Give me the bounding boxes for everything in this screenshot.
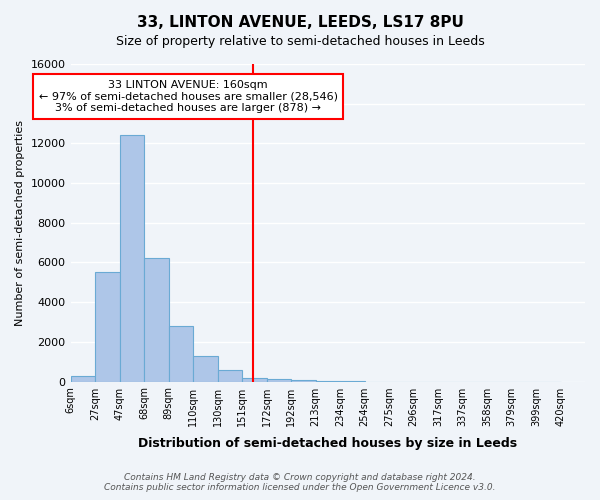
Bar xyxy=(242,378,266,382)
Bar xyxy=(266,378,291,382)
Text: Size of property relative to semi-detached houses in Leeds: Size of property relative to semi-detach… xyxy=(116,35,484,48)
Bar xyxy=(95,272,119,382)
Bar xyxy=(193,356,218,382)
Bar xyxy=(291,380,316,382)
Bar xyxy=(144,258,169,382)
Text: 33, LINTON AVENUE, LEEDS, LS17 8PU: 33, LINTON AVENUE, LEEDS, LS17 8PU xyxy=(137,15,463,30)
Bar xyxy=(218,370,242,382)
Text: 33 LINTON AVENUE: 160sqm
← 97% of semi-detached houses are smaller (28,546)
3% o: 33 LINTON AVENUE: 160sqm ← 97% of semi-d… xyxy=(38,80,338,113)
Y-axis label: Number of semi-detached properties: Number of semi-detached properties xyxy=(15,120,25,326)
Bar xyxy=(316,380,340,382)
Bar xyxy=(169,326,193,382)
Bar xyxy=(119,136,144,382)
Bar xyxy=(71,376,95,382)
X-axis label: Distribution of semi-detached houses by size in Leeds: Distribution of semi-detached houses by … xyxy=(138,437,517,450)
Text: Contains HM Land Registry data © Crown copyright and database right 2024.
Contai: Contains HM Land Registry data © Crown c… xyxy=(104,473,496,492)
Bar xyxy=(340,381,365,382)
